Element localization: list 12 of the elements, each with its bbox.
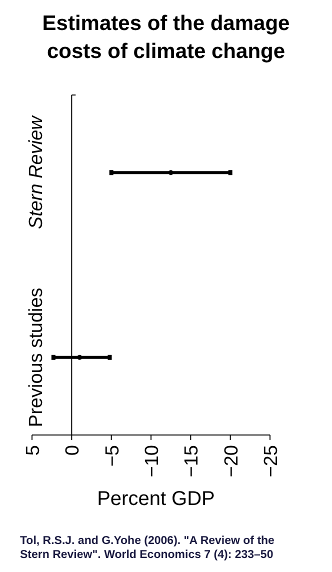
x-tick-label: −5 (102, 445, 124, 467)
chart-title: Estimates of the damage costs of climate change (42, 12, 290, 63)
text: Tol, R.S.J. and G.Yohe (2006). "A Review of the Stern Review". World Economics 7 (4): 233–50 (20, 535, 274, 561)
x-tick-label: −10 (142, 445, 163, 478)
x-tick-label: −25 (261, 445, 282, 478)
x-tick-label: 0 (62, 445, 84, 456)
x-tick-label: −20 (221, 445, 242, 478)
y-tick-label: Stern Review (26, 114, 47, 230)
x-tick-label: −15 (182, 445, 203, 478)
x-tick-label: 5 (23, 445, 44, 456)
x-axis-title: Percent GDP (97, 488, 215, 510)
y-tick-label: Previous studies (26, 288, 47, 428)
